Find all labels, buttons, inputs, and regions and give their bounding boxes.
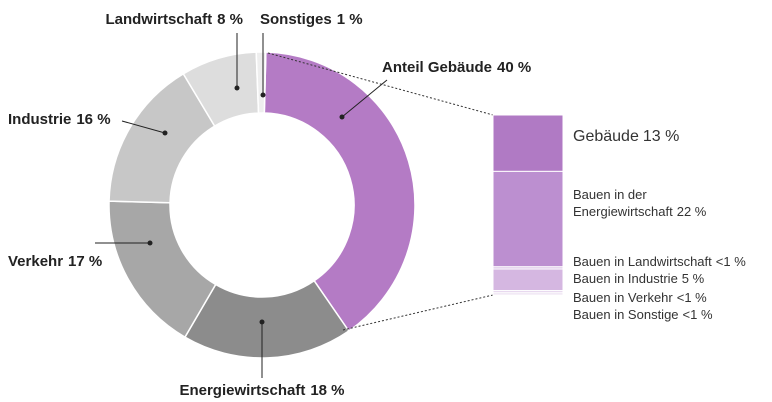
segment-value: 18 % <box>310 382 344 399</box>
bar-value: <1 % <box>715 254 746 269</box>
connector <box>342 294 494 331</box>
bar-segment <box>492 292 564 296</box>
bar-name: Bauen in der Energiewirtschaft <box>573 187 673 219</box>
bar-label: Bauen in Industrie 5 % <box>573 270 763 287</box>
connector <box>267 52 494 116</box>
segment-value: 1 % <box>337 11 363 28</box>
bar-value: <1 % <box>676 290 707 305</box>
bar-label: Bauen in der Energiewirtschaft 22 % <box>573 186 733 220</box>
bar-label: Gebäude 13 % <box>573 128 763 145</box>
bar-name: Bauen in Industrie <box>573 271 678 286</box>
segment-label: Energiewirtschaft 18 % <box>179 382 344 399</box>
bar-segment <box>492 170 564 268</box>
bar-value: 13 % <box>642 128 680 145</box>
bar-label: Bauen in Landwirtschaft <1 % <box>573 253 763 270</box>
segment-label: Verkehr 17 % <box>8 253 102 270</box>
leader-dot <box>260 92 266 98</box>
segment-label: Industrie 16 % <box>8 111 111 128</box>
segment-name: Energiewirtschaft <box>179 382 305 399</box>
segment-label: Sonstiges 1 % <box>260 11 363 28</box>
segment-value: 8 % <box>217 11 243 28</box>
bar-value: 22 % <box>676 204 707 219</box>
bar-name: Bauen in Verkehr <box>573 290 673 305</box>
segment-name: Landwirtschaft <box>105 11 212 28</box>
segment-label: Anteil Gebäude 40 % <box>382 59 531 76</box>
segment-value: 40 % <box>497 59 531 76</box>
leader-dot <box>147 240 153 246</box>
donut-segment <box>263 51 416 333</box>
segment-label: Landwirtschaft 8 % <box>105 11 243 28</box>
bar-label: Bauen in Sonstige <1 % <box>573 306 763 323</box>
leader-dot <box>259 319 265 325</box>
bar-segment <box>492 268 564 292</box>
donut-segment <box>255 51 267 114</box>
leader-dot <box>162 130 168 136</box>
bar-name: Gebäude <box>573 128 639 145</box>
bar-label: Bauen in Verkehr <1 % <box>573 289 763 306</box>
bar-segment <box>492 114 564 172</box>
segment-name: Sonstiges <box>260 11 332 28</box>
bar-value: <1 % <box>682 307 713 322</box>
segment-name: Anteil Gebäude <box>382 59 492 76</box>
bar-value: 5 % <box>681 271 705 286</box>
segment-value: 17 % <box>68 253 102 270</box>
leader-line <box>341 79 388 118</box>
bar-name: Bauen in Sonstige <box>573 307 679 322</box>
segment-value: 16 % <box>76 111 110 128</box>
leader-line <box>121 120 166 134</box>
leader-dot <box>339 114 345 120</box>
leader-dot <box>234 85 240 91</box>
segment-name: Industrie <box>8 111 71 128</box>
segment-name: Verkehr <box>8 253 63 270</box>
bar-name: Bauen in Landwirtschaft <box>573 254 712 269</box>
